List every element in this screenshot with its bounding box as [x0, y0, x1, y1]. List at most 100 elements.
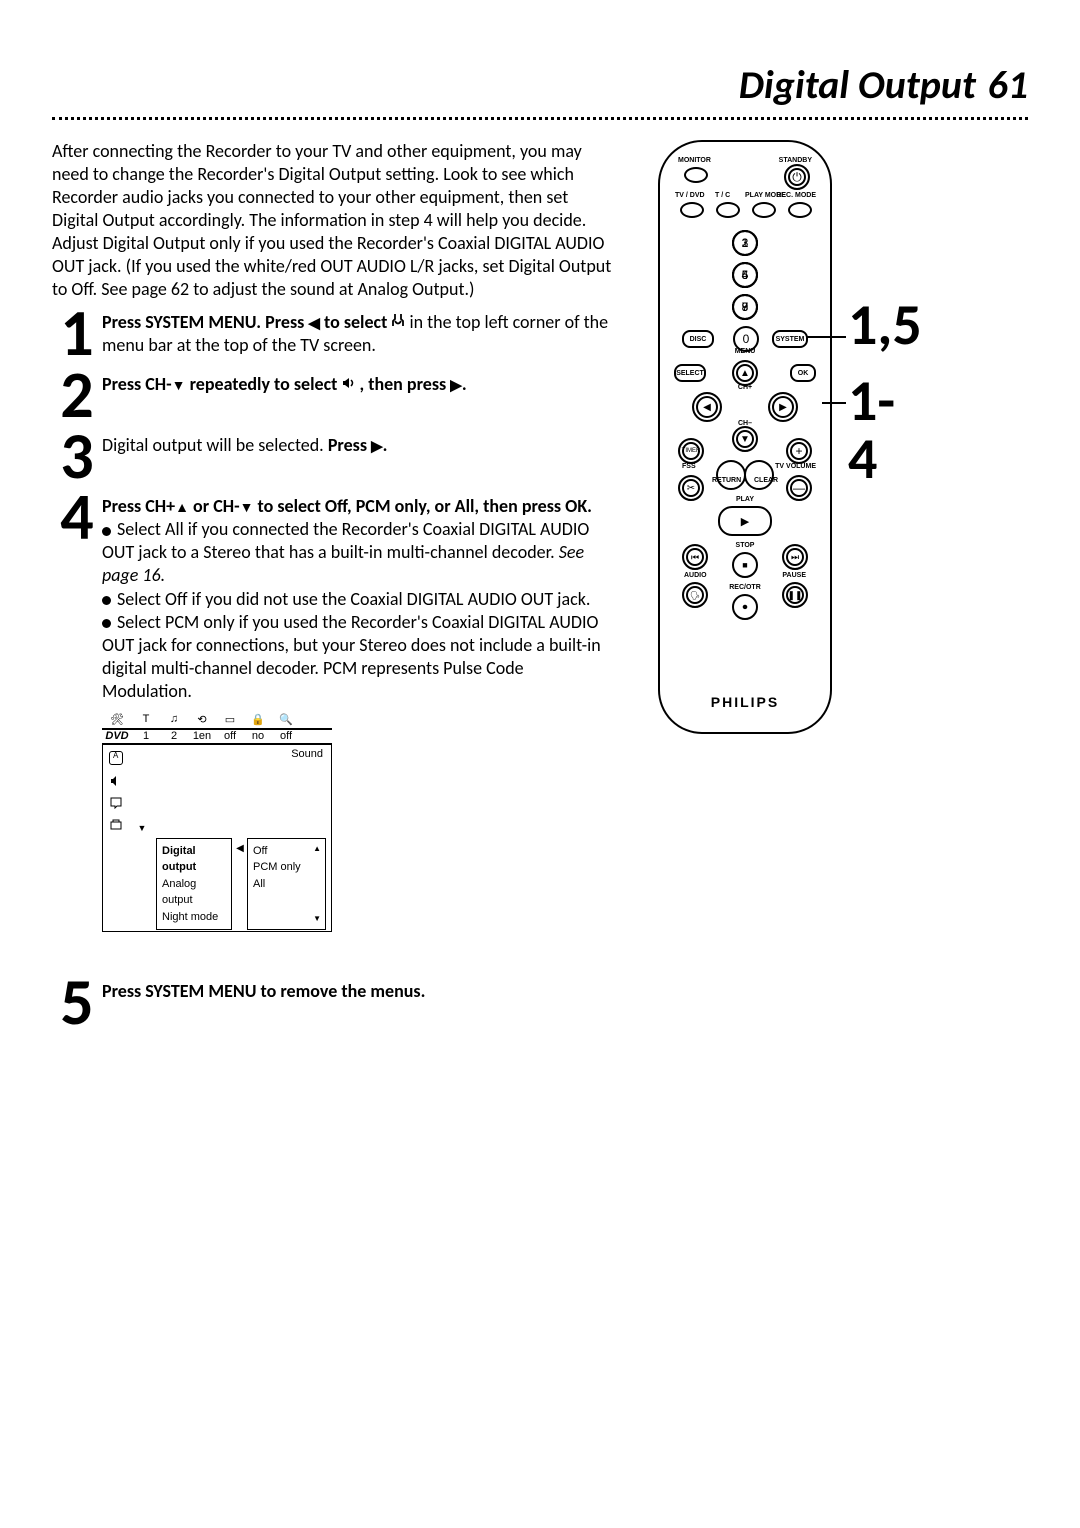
- step-text: , then press: [360, 373, 451, 395]
- step-text: Press SYSTEM MENU. Press: [102, 311, 308, 333]
- return-button[interactable]: [716, 460, 746, 490]
- callout-label: 1-4: [848, 372, 895, 488]
- bullet-icon: [102, 527, 111, 536]
- playmode-button[interactable]: [752, 202, 776, 218]
- step-text: .: [383, 434, 388, 456]
- down-arrow-icon: [172, 373, 186, 395]
- menu-item: Analog output: [162, 876, 226, 909]
- wrench-icon: [391, 312, 405, 328]
- standby-button[interactable]: ⏻: [784, 164, 810, 190]
- callout-line: [822, 402, 846, 404]
- right-arrow-icon: [450, 373, 462, 395]
- page-number: 61: [987, 60, 1028, 109]
- stop-button[interactable]: ■: [732, 552, 758, 578]
- remote-label: PAUSE: [782, 572, 806, 579]
- page-header: Digital Output 61: [52, 60, 1028, 109]
- menu-item: Night mode: [162, 909, 226, 926]
- num-9-button[interactable]: 9: [732, 294, 758, 320]
- up-arrow-icon: [175, 495, 189, 517]
- step-text: Press CH+: [102, 495, 175, 517]
- down-arrow-icon: [240, 495, 254, 517]
- bullet-icon: [102, 619, 111, 628]
- tc-button[interactable]: [716, 202, 740, 218]
- brand-logo: PHILIPS: [660, 694, 830, 710]
- remote-label: CH–: [660, 420, 830, 427]
- menu-option: PCM only: [253, 859, 320, 876]
- nav-left-button[interactable]: ◀: [692, 392, 722, 422]
- remote-label: REC. MODE: [776, 192, 816, 199]
- menu-item: Digital output: [162, 843, 226, 876]
- menu-top-label: 2: [160, 730, 188, 742]
- remote-label: FSS: [682, 463, 696, 470]
- num-3-button[interactable]: 3: [732, 230, 758, 256]
- menu-top-label: 1: [132, 730, 160, 742]
- plus-button[interactable]: +: [786, 438, 812, 464]
- menu-pointer: ◀: [233, 837, 247, 932]
- tvdvd-button[interactable]: [680, 202, 704, 218]
- timer-button[interactable]: TIMER: [678, 438, 704, 464]
- callout-line: [806, 336, 846, 338]
- page-title: Digital Output: [739, 60, 976, 109]
- remote-label: CH+: [660, 384, 830, 391]
- step-text: to select Off, PCM only, or All, then pr…: [253, 495, 592, 517]
- num-6-button[interactable]: 6: [732, 262, 758, 288]
- rec-button[interactable]: ⏺: [732, 594, 758, 620]
- play-button[interactable]: ▶: [718, 506, 772, 536]
- step-text: Digital output will be selected.: [102, 434, 328, 456]
- next-button[interactable]: ⏭: [782, 544, 808, 570]
- menu-option: All: [253, 876, 320, 893]
- remote-label: TV VOLUME: [775, 463, 816, 470]
- remote-label: MENU: [660, 348, 830, 355]
- menu-sound-label: Sound: [247, 745, 329, 837]
- step-text: to select: [320, 311, 391, 333]
- step-text: or CH-: [189, 495, 240, 517]
- step-1: 1 Press SYSTEM MENU. Press to select in …: [52, 303, 612, 362]
- step-text: .: [462, 373, 467, 395]
- step-text: repeatedly to select: [186, 373, 342, 395]
- menu-side-icons: A: [103, 745, 129, 837]
- pause-button[interactable]: ❚❚: [782, 582, 808, 608]
- nav-down-button[interactable]: ▼: [732, 426, 758, 452]
- step-3: 3 Digital output will be selected. Press…: [52, 426, 612, 485]
- nav-up-button[interactable]: ▲: [732, 360, 758, 386]
- speaker-icon: [341, 376, 355, 390]
- disc-button[interactable]: DISC: [682, 330, 714, 348]
- remote-control: MONITOR STANDBY ⏻ TV / DVD T / C PLAY MO…: [658, 140, 832, 734]
- right-arrow-icon: [371, 434, 383, 456]
- monitor-button[interactable]: [684, 167, 708, 183]
- bullet-text: Select Off if you did not use the Coaxia…: [117, 588, 590, 610]
- step-text: Press: [328, 434, 371, 456]
- remote-label-monitor: MONITOR: [678, 157, 711, 164]
- intro-text: After connecting the Recorder to your TV…: [52, 140, 612, 301]
- step-number: 5: [52, 972, 102, 1031]
- bullet-icon: [102, 596, 111, 605]
- bullet-text: Select All if you connected the Recorder…: [102, 518, 589, 563]
- step-text: Press SYSTEM MENU to remove the menus.: [102, 980, 425, 1002]
- remote-label: T / C: [715, 192, 730, 199]
- select-button[interactable]: SELECT: [674, 364, 706, 382]
- clear-button[interactable]: [744, 460, 774, 490]
- recmode-button[interactable]: [788, 202, 812, 218]
- ok-button[interactable]: OK: [790, 364, 816, 382]
- header-divider: [52, 117, 1028, 120]
- system-button[interactable]: SYSTEM: [772, 330, 808, 348]
- step-5: 5 Press SYSTEM MENU to remove the menus.: [52, 972, 612, 1031]
- menu-top-label: no: [244, 730, 272, 742]
- remote-label: AUDIO: [684, 572, 707, 579]
- prev-button[interactable]: ⏮: [682, 544, 708, 570]
- left-arrow-icon: [308, 311, 320, 333]
- remote-label: TV / DVD: [675, 192, 705, 199]
- menu-diagram: 🛠T♫⟲▭🔒🔍 DVD 1 2 1en off no off A: [102, 713, 332, 933]
- remote-label: PLAY: [660, 496, 830, 503]
- bullet-text: Select PCM only if you used the Recorder…: [102, 611, 601, 702]
- menu-top-label: 1en: [188, 730, 216, 742]
- nav-right-button[interactable]: ▶: [768, 392, 798, 422]
- step-text: Press CH-: [102, 373, 172, 395]
- remote-label-standby: STANDBY: [779, 157, 812, 164]
- step-4: 4 Press CH+ or CH- to select Off, PCM on…: [52, 487, 612, 702]
- audio-button[interactable]: 🗣: [682, 582, 708, 608]
- menu-spacer: ▼: [129, 745, 155, 837]
- menu-dvd-label: DVD: [102, 730, 132, 742]
- menu-option: Off: [253, 843, 320, 860]
- step-number: 4: [52, 487, 102, 546]
